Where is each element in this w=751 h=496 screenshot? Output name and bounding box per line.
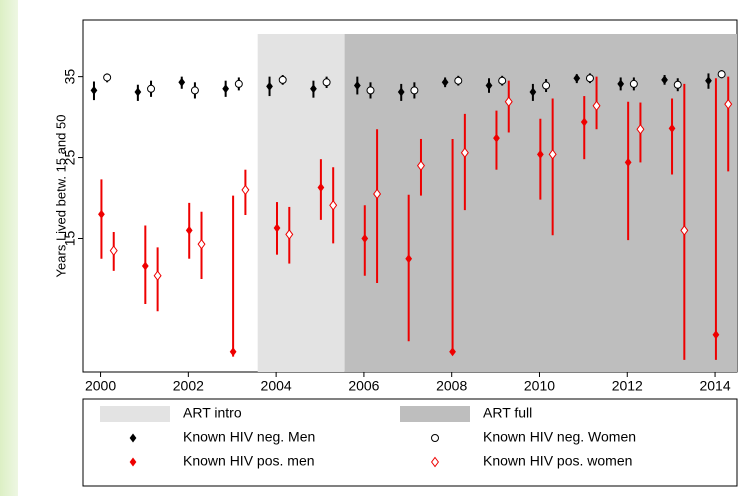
y-tick-label: 15 [62,230,78,246]
marker [460,147,469,159]
marker [285,229,294,240]
marker [329,199,338,211]
marker [661,75,668,85]
marker [222,84,230,94]
marker [580,117,588,127]
marker [310,84,317,94]
marker [498,76,507,85]
marker [717,70,726,79]
marker [592,100,601,112]
legend-marker [431,434,439,442]
legend-label: Known HIV neg. Men [183,429,315,445]
marker [536,149,544,159]
marker [585,74,594,83]
x-tick-label: 2002 [173,378,204,394]
marker [353,81,361,91]
legend-label: ART full [483,405,532,421]
legend-swatch [100,406,170,422]
x-tick-label: 2004 [261,378,292,394]
marker [278,75,287,84]
marker [273,223,281,233]
legend-label: Known HIV neg. Women [483,429,636,445]
legend-marker [129,433,137,443]
shaded-band [257,34,345,372]
marker [617,79,625,89]
marker [109,245,118,256]
x-tick-label: 2000 [85,378,116,394]
marker [141,261,149,271]
marker [134,87,142,97]
marker [366,86,375,95]
marker [485,81,493,91]
marker [416,160,425,171]
marker [680,225,689,236]
marker [542,81,551,90]
marker [373,188,382,200]
marker [98,209,105,219]
marker [529,87,537,97]
x-tick-label: 2010 [524,378,555,394]
x-tick-label: 2012 [612,378,643,394]
marker [636,123,645,135]
marker [405,254,413,264]
shaded-band [344,34,737,372]
x-tick-label: 2006 [348,378,379,394]
marker [410,86,419,95]
marker [241,184,250,196]
legend-marker [431,456,439,468]
marker [317,183,325,193]
legend-label: ART intro [183,405,242,421]
marker [724,98,733,110]
marker [504,96,513,108]
marker [190,86,199,95]
legend-label: Known HIV pos. men [183,453,315,469]
marker [624,157,632,167]
x-tick-label: 2008 [436,378,467,394]
marker [229,347,237,357]
marker [266,81,273,91]
marker [397,87,405,97]
legend-label: Known HIV pos. women [483,453,632,469]
marker [705,76,712,86]
legend-marker [129,457,137,467]
marker [178,77,186,87]
marker [361,233,369,243]
marker [185,225,193,235]
legend-swatch [400,406,470,422]
y-tick-label: 35 [62,69,78,85]
marker [493,133,500,143]
marker [548,148,557,160]
marker [322,78,331,87]
marker [153,270,162,282]
marker [103,73,112,82]
marker [629,79,638,88]
marker [197,238,206,250]
marker [668,123,676,133]
y-axis-label: Years Lived betw. 15 and 50 [53,115,68,278]
marker [147,84,156,93]
marker [441,77,449,87]
marker [454,76,463,85]
marker [712,330,720,340]
marker [673,80,682,89]
marker [90,85,98,95]
y-tick-label: 25 [62,150,78,166]
marker [449,347,456,357]
x-tick-label: 2014 [699,378,730,394]
marker [234,79,243,88]
marker [573,73,581,83]
